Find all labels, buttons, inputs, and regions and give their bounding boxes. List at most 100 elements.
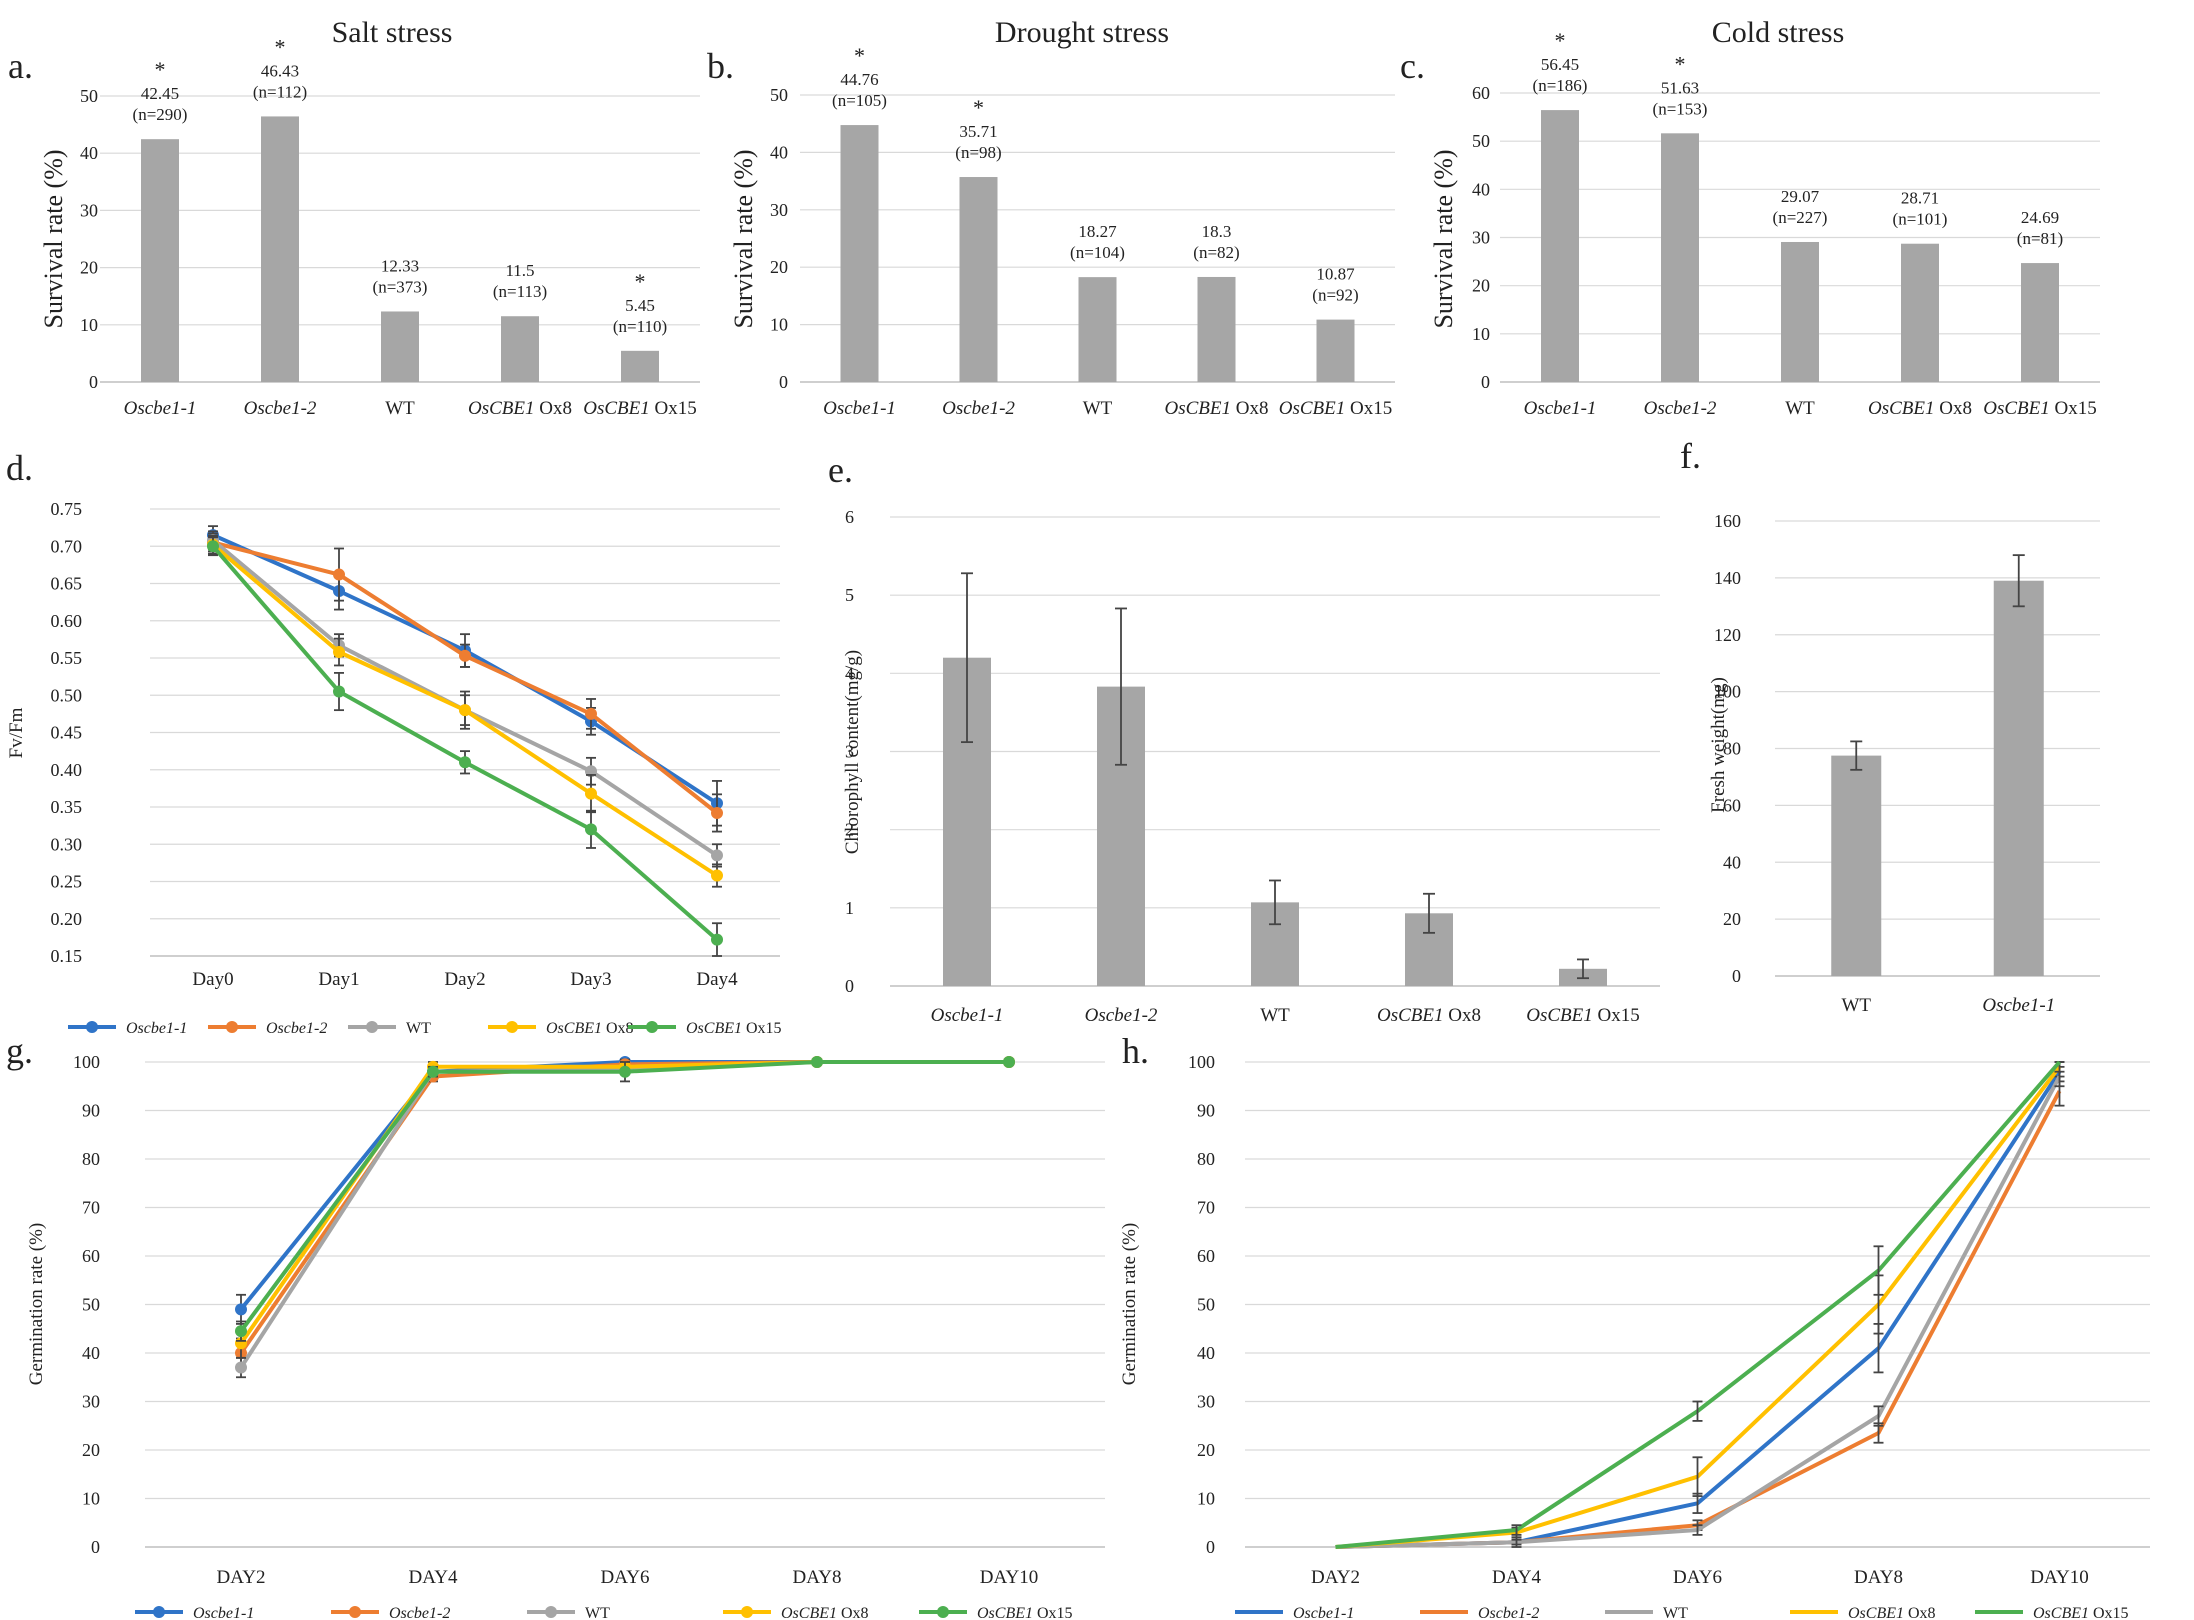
x-tick-label: Oscbe1-2 (942, 398, 1015, 419)
data-label: 35.71 (959, 122, 997, 141)
n-label: (n=92) (1312, 286, 1358, 305)
y-tick-label: 10 (1472, 324, 1490, 344)
legend-marker (86, 1021, 98, 1033)
significance-star: * (854, 43, 865, 68)
chart-panel-g: 0 10 20 30 40 50 60 70 80 90 100 g. Germination rate… (6, 1031, 1105, 1620)
x-tick-label: OsCBE1 Ox15 (1983, 398, 2096, 419)
bar (2021, 263, 2059, 382)
y-tick-label: 2 (845, 820, 854, 840)
chart-title: Salt stress (332, 16, 453, 49)
x-tick-label: DAY4 (409, 1567, 458, 1588)
italic-part: Oscbe1-2 (389, 1605, 450, 1620)
y-tick-label: 90 (1197, 1101, 1215, 1121)
plain-part: Ox8 (1444, 1005, 1481, 1026)
bar (1078, 277, 1117, 382)
y-tick-label: 30 (770, 200, 788, 220)
italic-part: Oscbe1-1 (1982, 995, 2055, 1016)
y-tick-label: 50 (80, 86, 98, 106)
y-tick-label: 40 (1197, 1343, 1215, 1363)
x-tick-label: Oscbe1-1 (124, 398, 197, 419)
y-tick-label: 0.55 (51, 648, 83, 668)
y-tick-label: 1 (845, 898, 854, 918)
x-tick-label: Day3 (570, 969, 611, 990)
y-tick-label: 40 (1472, 179, 1490, 199)
y-tick-label: 80 (1197, 1149, 1215, 1169)
n-label: (n=290) (133, 105, 188, 124)
y-tick-label: 100 (1714, 682, 1741, 702)
x-tick-label: OsCBE1 Ox8 (468, 398, 572, 419)
x-tick-label: Oscbe1-2 (1644, 398, 1717, 419)
n-label: (n=110) (613, 317, 667, 336)
significance-star: * (635, 269, 646, 294)
y-tick-label: 140 (1714, 568, 1741, 588)
data-label: 42.45 (141, 84, 179, 103)
data-label: 28.71 (1901, 189, 1939, 208)
y-tick-label: 60 (1723, 795, 1741, 815)
panel-letter: a. (8, 46, 33, 86)
n-label: (n=105) (832, 91, 887, 110)
y-tick-label: 0.15 (51, 946, 83, 966)
data-point (459, 756, 471, 769)
bar (1197, 276, 1236, 382)
y-tick-label: 70 (82, 1198, 100, 1218)
y-tick-label: 0.20 (51, 909, 83, 929)
bar (1316, 319, 1355, 382)
chart-panel-d: 0.15 0.20 0.25 0.30 0.35 0.40 0.45 0.50 0.55 0.60… (6, 448, 782, 1037)
bar (840, 125, 879, 382)
y-tick-label: 6 (845, 507, 854, 527)
bar (1781, 241, 1819, 382)
italic-part: Oscbe1-1 (193, 1605, 254, 1620)
legend-marker (153, 1606, 165, 1618)
y-tick-label: 100 (1188, 1052, 1215, 1072)
y-tick-label: 0.40 (51, 760, 83, 780)
y-tick-label: 0.70 (51, 536, 83, 556)
y-tick-label: 40 (1723, 852, 1741, 872)
italic-part: OsCBE1 (546, 1020, 602, 1037)
plain-part: WT (1785, 398, 1815, 419)
data-label: 12.33 (381, 256, 419, 275)
chart-panel-e: 0 1 2 3 4 5 6 e. Chlorophyll content(mg/g) Oscbe1… (828, 450, 1660, 1026)
plain-part: Ox15 (2089, 1605, 2129, 1620)
plain-part: Ox8 (1935, 398, 1972, 419)
italic-part: Oscbe1-2 (244, 398, 317, 419)
legend-marker (741, 1606, 753, 1618)
series-line (239, 1060, 1009, 1369)
y-tick-label: 20 (1197, 1440, 1215, 1460)
italic-part: Oscbe1-1 (823, 398, 896, 419)
x-tick-label: DAY8 (793, 1567, 842, 1588)
y-tick-label: 20 (1723, 909, 1741, 929)
x-tick-label: WT (1841, 995, 1871, 1016)
n-label: (n=101) (1893, 210, 1948, 229)
legend-marker (646, 1021, 658, 1033)
x-tick-label: WT (1785, 398, 1815, 419)
data-label: 10.87 (1316, 265, 1355, 284)
y-axis-title: Survival rate (%) (39, 149, 68, 328)
bar (1993, 580, 2044, 976)
data-point (585, 823, 597, 836)
y-tick-label: 0 (1481, 372, 1490, 392)
y-axis-title: Fresh weight(mg) (1708, 677, 1729, 813)
chart-panel-h: 0 10 20 30 40 50 60 70 80 90 100 h. Germination rate… (1119, 1031, 2150, 1620)
data-label: 56.45 (1541, 55, 1579, 74)
panel-letter: d. (6, 448, 33, 488)
italic-part: OsCBE1 (977, 1605, 1033, 1620)
plain-part: Ox15 (742, 1020, 782, 1037)
panel-letter: f. (1680, 436, 1701, 476)
italic-part: OsCBE1 (781, 1605, 837, 1620)
italic-part: OsCBE1 (1279, 398, 1346, 419)
y-tick-label: 30 (82, 1392, 100, 1412)
italic-part: OsCBE1 (686, 1020, 742, 1037)
x-tick-label: DAY2 (1311, 1567, 1360, 1588)
plain-part: Ox15 (1033, 1605, 1073, 1620)
bar (1831, 755, 1882, 976)
italic-part: OsCBE1 (1165, 398, 1232, 419)
italic-part: Oscbe1-1 (1524, 398, 1597, 419)
bar (501, 316, 539, 382)
data-label: 18.27 (1078, 222, 1117, 241)
y-tick-label: 10 (80, 315, 98, 335)
y-tick-label: 40 (82, 1343, 100, 1363)
bar (1661, 133, 1699, 382)
x-tick-label: OsCBE1 Ox8 (1165, 398, 1269, 419)
y-tick-label: 100 (73, 1052, 100, 1072)
data-point (585, 707, 597, 720)
